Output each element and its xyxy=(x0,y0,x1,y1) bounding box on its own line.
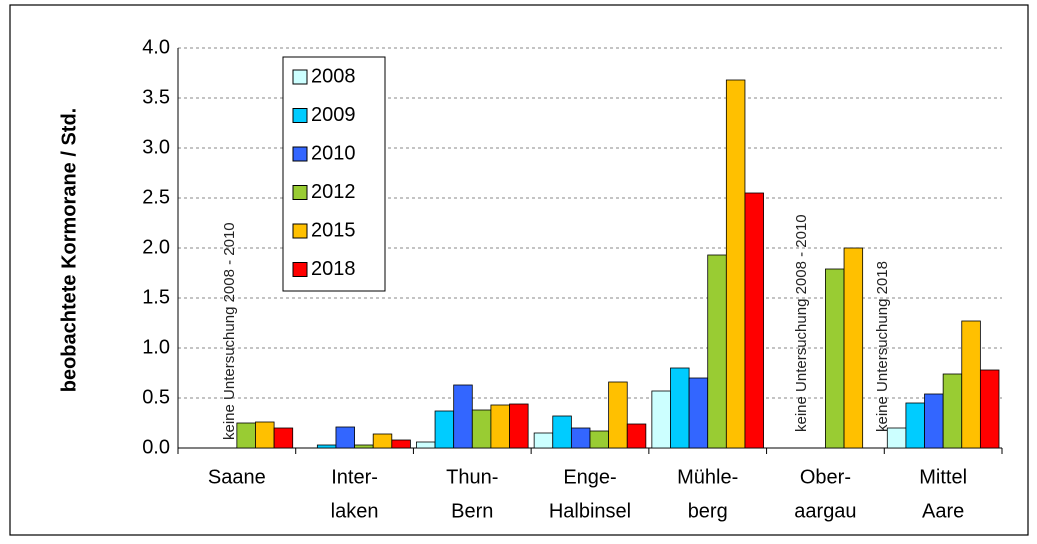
bar xyxy=(509,403,529,449)
bar xyxy=(942,373,963,449)
x-tick-label: aargau xyxy=(794,500,856,522)
bar xyxy=(372,433,393,449)
annotation: keine Untersuchung 2008 - 2010 xyxy=(221,222,238,440)
bar xyxy=(651,390,671,449)
y-tick-label: 1.0 xyxy=(142,336,170,358)
y-tick-label: 2.5 xyxy=(142,186,170,208)
legend-swatch xyxy=(292,185,308,200)
x-tick-label: Inter- xyxy=(331,466,378,488)
legend-label: 2008 xyxy=(311,65,356,87)
bar xyxy=(589,430,610,449)
y-tick-label: 4.0 xyxy=(142,36,170,58)
bar xyxy=(354,444,374,449)
bar xyxy=(744,192,764,449)
bar xyxy=(316,444,337,449)
bar xyxy=(570,427,591,449)
x-tick-label: laken xyxy=(331,500,379,522)
bar xyxy=(688,377,709,449)
y-axis-label: beobachtete Kormorane / Std. xyxy=(58,108,80,393)
x-tick-label: berg xyxy=(688,500,728,522)
y-tick-label: 3.0 xyxy=(142,136,170,158)
legend-swatch xyxy=(292,223,308,239)
legend-label: 2018 xyxy=(311,258,356,280)
annotation: keine Untersuchung 2018 xyxy=(874,261,891,432)
legend-label: 2012 xyxy=(311,181,356,203)
x-tick-label: Saane xyxy=(208,466,266,488)
x-tick-label: Halbinsel xyxy=(549,500,631,522)
bar xyxy=(961,320,981,449)
legend-swatch xyxy=(292,108,308,123)
bar xyxy=(236,422,256,449)
bar xyxy=(707,254,727,449)
bar xyxy=(924,393,944,449)
legend-label: 2010 xyxy=(311,142,356,164)
legend-box xyxy=(282,56,386,292)
y-tick-label: 0.0 xyxy=(142,436,170,458)
y-tick-label: 1.5 xyxy=(142,286,170,308)
y-tick-label: 2.0 xyxy=(142,236,170,258)
bar xyxy=(608,381,628,449)
bar xyxy=(453,384,473,449)
bar xyxy=(273,427,294,449)
x-tick-label: Mittel xyxy=(919,466,967,488)
bar xyxy=(533,432,554,449)
bar xyxy=(335,426,355,449)
bar xyxy=(626,423,647,449)
legend-swatch xyxy=(292,262,308,277)
bar xyxy=(905,402,925,449)
x-tick-label: Bern xyxy=(451,500,493,522)
legend-swatch xyxy=(292,69,308,85)
bar xyxy=(391,439,411,449)
legend-swatch xyxy=(292,146,308,162)
x-tick-label: Mühle- xyxy=(677,466,738,488)
bar xyxy=(670,367,690,449)
x-tick-label: Aare xyxy=(922,500,964,522)
bar xyxy=(490,404,510,449)
bar xyxy=(843,247,864,449)
legend-label: 2015 xyxy=(311,219,356,241)
bar xyxy=(434,410,455,449)
y-tick-label: 3.5 xyxy=(142,86,170,108)
bar xyxy=(471,409,492,449)
x-tick-label: Thun- xyxy=(446,466,498,488)
x-tick-label: Ober- xyxy=(800,466,851,488)
bar xyxy=(979,369,1000,449)
annotation: keine Untersuchung 2008 - 2010 xyxy=(793,214,810,432)
bar xyxy=(725,79,746,449)
y-tick-label: 0.5 xyxy=(142,386,170,408)
bar xyxy=(825,268,845,449)
bar xyxy=(552,415,572,449)
frame xyxy=(9,4,1029,536)
bar xyxy=(255,421,275,449)
bar xyxy=(416,441,436,449)
x-tick-label: Enge- xyxy=(563,466,616,488)
legend-label: 2009 xyxy=(311,104,356,126)
